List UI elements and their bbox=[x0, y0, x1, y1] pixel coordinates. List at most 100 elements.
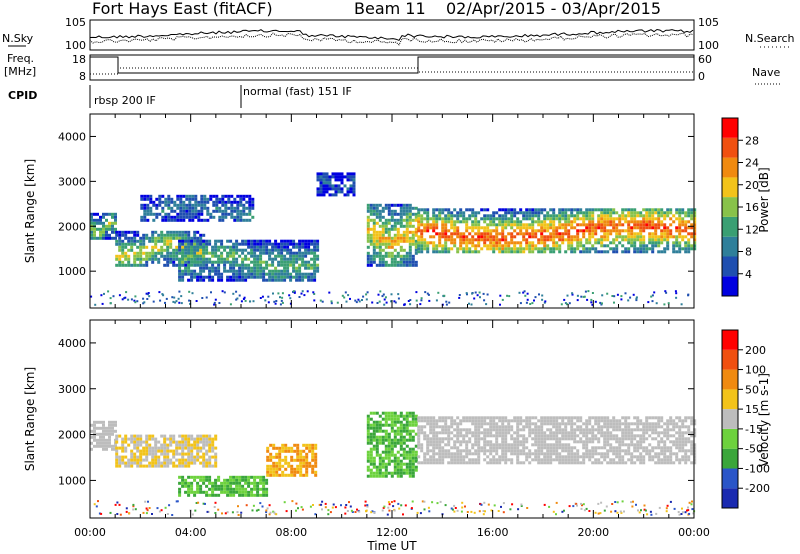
power-cell bbox=[387, 245, 391, 249]
power-cell bbox=[669, 217, 673, 221]
power-cell bbox=[456, 214, 460, 218]
power-cell bbox=[271, 251, 275, 255]
power-cell bbox=[393, 236, 397, 240]
power-cell bbox=[193, 242, 197, 246]
power-scatter-point bbox=[611, 295, 614, 297]
power-cell bbox=[660, 238, 664, 242]
power-cell bbox=[381, 254, 385, 258]
power-cell bbox=[459, 232, 463, 236]
power-cell bbox=[245, 200, 249, 204]
velocity-cell bbox=[184, 464, 188, 468]
power-cell bbox=[346, 193, 350, 197]
power-cell bbox=[516, 211, 520, 215]
power-cell bbox=[588, 250, 592, 254]
power-cell bbox=[381, 233, 385, 237]
velocity-cell bbox=[552, 443, 556, 447]
power-cell bbox=[639, 211, 643, 215]
velocity-cell bbox=[311, 467, 315, 471]
velocity-scatter-point bbox=[164, 506, 167, 509]
power-cell bbox=[666, 235, 670, 239]
velocity-cell bbox=[648, 458, 652, 462]
velocity-cell bbox=[435, 425, 439, 429]
velocity-cell bbox=[561, 455, 565, 459]
power-cell bbox=[438, 235, 442, 239]
power-cell bbox=[654, 238, 658, 242]
velocity-cell bbox=[597, 446, 601, 450]
power-cell bbox=[684, 250, 688, 254]
power-cell bbox=[313, 245, 317, 249]
velocity-band-0 bbox=[90, 420, 117, 451]
power-cell bbox=[298, 248, 302, 252]
velocity-cell bbox=[235, 475, 239, 479]
velocity-cell bbox=[124, 446, 128, 450]
velocity-cell bbox=[609, 449, 613, 453]
velocity-cell bbox=[426, 443, 430, 447]
power-cell bbox=[624, 208, 628, 212]
velocity-cell bbox=[648, 434, 652, 438]
power-cell bbox=[164, 212, 168, 216]
power-cell bbox=[522, 223, 526, 227]
power-cell bbox=[594, 241, 598, 245]
velocity-cell bbox=[693, 446, 697, 450]
power-cell bbox=[630, 238, 634, 242]
power-cell bbox=[600, 250, 604, 254]
velocity-cell bbox=[190, 455, 194, 459]
velocity-cell bbox=[393, 420, 397, 424]
velocity-cell bbox=[199, 490, 203, 494]
power-cell bbox=[322, 172, 326, 176]
power-cell bbox=[600, 220, 604, 224]
power-cell bbox=[230, 200, 234, 204]
velocity-cell bbox=[432, 446, 436, 450]
power-cell bbox=[205, 275, 209, 279]
power-band-0 bbox=[90, 212, 117, 240]
power-cell bbox=[154, 239, 158, 243]
velocity-cell bbox=[672, 440, 676, 444]
velocity-cell bbox=[199, 446, 203, 450]
power-cell bbox=[528, 235, 532, 239]
velocity-cell bbox=[381, 471, 385, 475]
power-cell bbox=[558, 217, 562, 221]
power-cell bbox=[203, 206, 207, 210]
power-cell bbox=[597, 238, 601, 242]
velocity-cell bbox=[441, 452, 445, 456]
power-cell bbox=[139, 251, 143, 255]
power-cell bbox=[582, 220, 586, 224]
power-cell bbox=[238, 272, 242, 276]
velocity-band-3 bbox=[266, 443, 318, 477]
velocity-cell bbox=[142, 452, 146, 456]
power-cell bbox=[256, 248, 260, 252]
velocity-cell bbox=[471, 446, 475, 450]
power-cell bbox=[690, 235, 694, 239]
power-scatter-point bbox=[627, 299, 630, 302]
power-cell bbox=[319, 175, 323, 179]
velocity-cell bbox=[600, 428, 604, 432]
power-cell bbox=[102, 233, 105, 237]
velocity-cell bbox=[369, 447, 373, 451]
velocity-cell bbox=[378, 465, 382, 469]
velocity-cell bbox=[399, 441, 403, 445]
velocity-cell bbox=[561, 434, 565, 438]
velocity-cell bbox=[181, 446, 185, 450]
velocity-cell bbox=[305, 458, 309, 462]
velocity-cell bbox=[609, 422, 613, 426]
velocity-cell bbox=[253, 481, 257, 485]
velocity-cell bbox=[387, 444, 391, 448]
power-cell bbox=[654, 241, 658, 245]
power-cell bbox=[239, 200, 243, 204]
velocity-scatter-point bbox=[640, 509, 642, 512]
power-cell bbox=[133, 233, 137, 237]
power-scatter-point bbox=[591, 292, 594, 294]
power-cell bbox=[277, 254, 281, 258]
velocity-cell bbox=[585, 431, 589, 435]
velocity-cell bbox=[549, 449, 553, 453]
velocity-cell bbox=[618, 437, 622, 441]
power-cell bbox=[118, 236, 122, 240]
power-cell bbox=[256, 263, 260, 267]
power-cell bbox=[561, 211, 565, 215]
velocity-scatter-point bbox=[644, 509, 647, 512]
power-cell bbox=[558, 235, 562, 239]
velocity-cell bbox=[546, 428, 550, 432]
velocity-cell bbox=[229, 478, 233, 482]
power-cell bbox=[615, 223, 619, 227]
power-cell bbox=[402, 224, 406, 228]
